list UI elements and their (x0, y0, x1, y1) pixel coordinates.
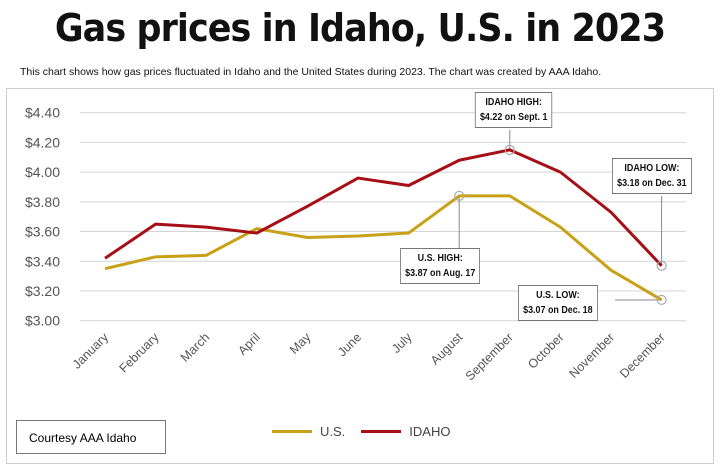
x-tick-label: February (116, 330, 162, 376)
callout-line: $3.18 on Dec. 31 (617, 177, 687, 189)
x-tick-label: June (335, 330, 364, 359)
annotation-marker (656, 260, 667, 271)
legend-swatch-idaho (361, 430, 402, 433)
series-line-idaho (104, 148, 663, 267)
y-tick-label: $4.00 (25, 164, 60, 180)
y-tick-label: $3.60 (25, 224, 60, 240)
series-line-us (104, 194, 663, 302)
y-tick-label: $4.40 (25, 105, 60, 121)
x-tick-label: May (287, 330, 314, 357)
x-tick-label: October (525, 330, 566, 371)
source-box: Courtesy AAA Idaho (16, 420, 166, 454)
y-tick-label: $3.00 (25, 313, 60, 329)
y-tick-label: $3.80 (25, 194, 60, 210)
x-tick-label: December (617, 330, 668, 381)
legend: U.S. IDAHO (272, 424, 450, 439)
y-tick-label: $3.40 (25, 253, 60, 269)
legend-label-idaho: IDAHO (409, 424, 451, 439)
callout-line: $4.22 on Sept. 1 (479, 111, 548, 123)
x-tick-label: January (70, 330, 112, 372)
x-tick-label: September (463, 330, 516, 383)
callout-line: IDAHO LOW: (624, 162, 680, 174)
legend-swatch-us (272, 430, 312, 433)
x-tick-label: August (428, 330, 466, 368)
chart-frame (6, 88, 714, 464)
x-tick-label: March (178, 330, 212, 364)
x-tick-label: April (235, 330, 263, 358)
chart-subtitle: This chart shows how gas prices fluctuat… (20, 66, 602, 78)
callout-line: $3.07 on Dec. 18 (523, 304, 593, 316)
callout-us-low: U.S. LOW: $3.07 on Dec. 18 (518, 285, 598, 321)
callout-line: U.S. LOW: (536, 289, 580, 301)
callout-line: U.S. HIGH: (417, 252, 463, 264)
callout-us-high: U.S. HIGH: $3.87 on Aug. 17 (400, 248, 481, 284)
annotation-marker (656, 294, 667, 305)
y-tick-label: $3.20 (25, 283, 60, 299)
x-tick-label: November (566, 330, 617, 381)
callout-idaho-low: IDAHO LOW: $3.18 on Dec. 31 (612, 158, 692, 194)
annotation-marker (454, 190, 465, 201)
legend-label-us: U.S. (320, 424, 346, 439)
callout-line: IDAHO HIGH: (485, 96, 542, 108)
y-tick-label: $4.20 (25, 134, 60, 150)
chart-title: Gas prices in Idaho, U.S. in 2023 (54, 6, 666, 50)
annotation-marker (504, 144, 515, 155)
x-tick-label: July (389, 330, 415, 356)
callout-line: $3.87 on Aug. 17 (405, 267, 476, 279)
callout-idaho-high: IDAHO HIGH: $4.22 on Sept. 1 (474, 92, 553, 128)
